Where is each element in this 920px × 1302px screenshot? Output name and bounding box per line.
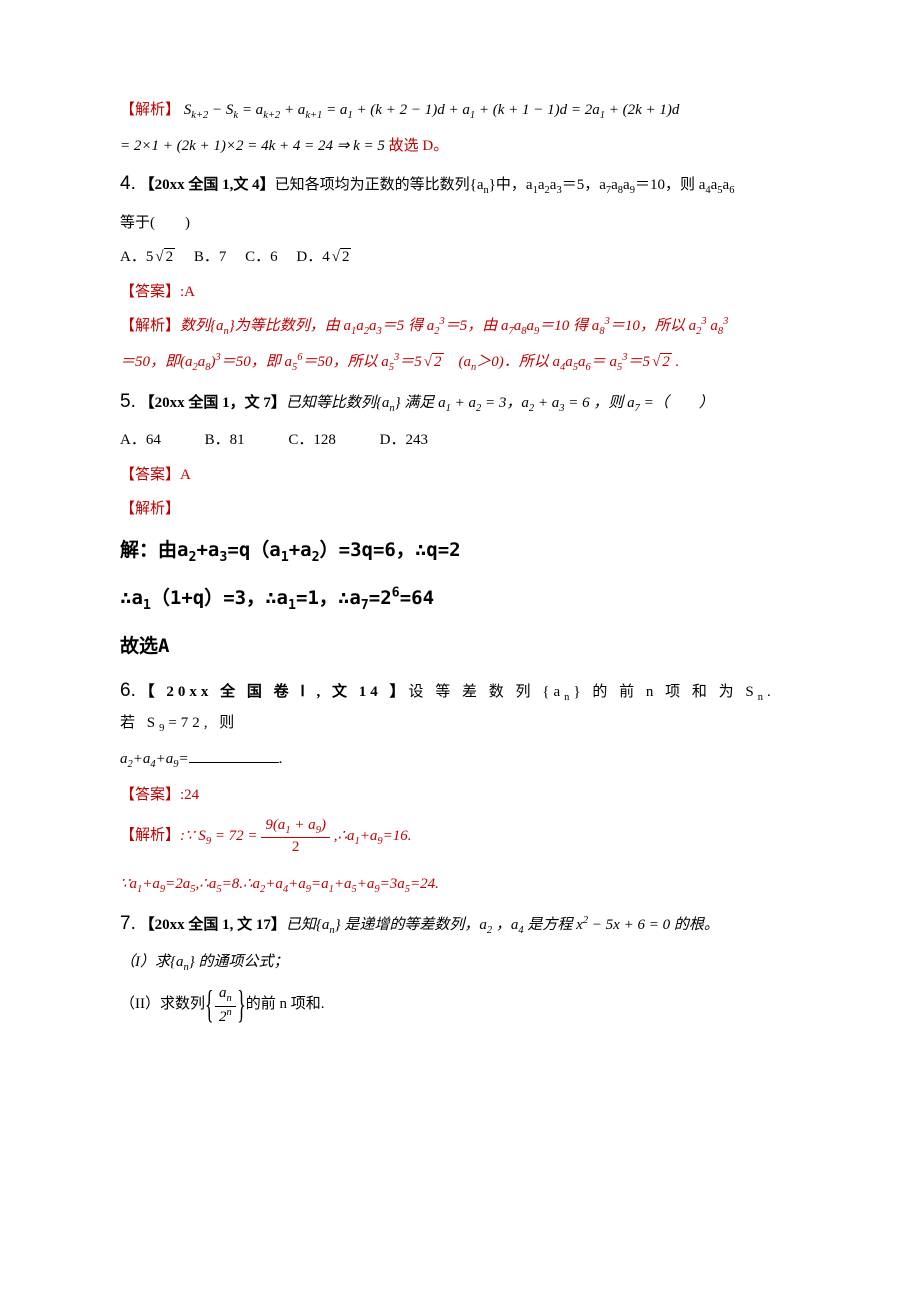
p4-analysis-line2: ＝50，即(a2a8)3＝50，即 a56＝50，所以 a53＝52 (an＞0… (120, 348, 800, 378)
p4-number: 4. (120, 173, 136, 194)
p5-option-b: B．81 (205, 432, 245, 448)
p3-analysis-label: 【解析】 (120, 102, 180, 118)
p3-analysis-line2: = 2×1 + (2k + 1)×2 = 4k + 4 = 24 ⇒ k = 5… (120, 132, 800, 161)
p5-option-a: A．64 (120, 432, 161, 448)
p4-analysis-line1: 【解析】数列{an}为等比数列，由 a1a2a3＝5 得 a23＝5，由 a7a… (120, 312, 800, 342)
p4-answer: 【答案】:A (120, 278, 800, 307)
p4-analysis-label: 【解析】 (120, 318, 180, 334)
p5-stem: 5. 【20xx 全国 1，文 7】已知等比数列{an} 满足 a1 + a2 … (120, 384, 800, 420)
p7-part2-pre: （II）求数列 (120, 997, 205, 1013)
p4-options: A．52 B．7 C．6 D．42 (120, 243, 800, 272)
p4-tag: 【20xx 全国 1,文 4】 (140, 177, 275, 193)
p4-answer-label: 【答案】: (120, 284, 184, 300)
p4-option-b: B．7 (194, 249, 227, 265)
p6-tag: 【 20xx 全 国 卷 Ⅰ , 文 14 】 (140, 684, 409, 700)
p7-tag: 【20xx 全国 1, 文 17】 (140, 917, 286, 933)
p6-analysis-line2: ∵a1+a9=2a5,∴a5=8.∴a2+a4+a9=a1+a5+a9=3a5=… (120, 870, 800, 900)
p4-analysis-text1: 数列{an}为等比数列，由 a1a2a3＝5 得 a23＝5，由 a7a8a9＝… (180, 318, 728, 334)
p7-part1: （I）求{an} 的通项公式； (120, 948, 800, 978)
p3-analysis-math1: Sk+2 − Sk = ak+2 + ak+1 = a1 + (k + 2 − … (184, 102, 680, 118)
p6-stem-line2: a2+a4+a9=. (120, 745, 800, 775)
p6-stem-suf: . (279, 751, 283, 767)
p6-analysis-label: 【解析】 (120, 828, 180, 844)
p5-hand-line1: 解：由a2+a3=q（a1+a2）=3q=6，∴q=2 (120, 530, 800, 572)
p4-option-c: C．6 (245, 249, 278, 265)
fill-blank (189, 747, 279, 763)
p7-part2: （II）求数列an2n的前 n 项和. (120, 984, 800, 1026)
p7-stem: 7. 【20xx 全国 1, 文 17】已知{an} 是递增的等差数列，a2 ，… (120, 906, 800, 942)
p3-analysis-line1: 【解析】 Sk+2 − Sk = ak+2 + ak+1 = a1 + (k +… (120, 96, 800, 126)
p5-options: A．64 B．81 C．128 D．243 (120, 426, 800, 455)
p6-number: 6. (120, 680, 136, 701)
p5-answer-label: 【答案】 (120, 467, 180, 483)
p5-analysis-label: 【解析】 (120, 495, 800, 524)
p5-answer-value: A (180, 467, 191, 483)
p5-number: 5. (120, 391, 136, 412)
p6-stem-line1: 6. 【 20xx 全 国 卷 Ⅰ , 文 14 】设 等 差 数 列 {an}… (120, 673, 800, 739)
p5-option-c: C．128 (288, 432, 336, 448)
p5-hand-line2: ∴a1（1+q）=3，∴a1=1，∴a7=26=64 (120, 578, 800, 620)
p6-answer-label: 【答案】 (120, 787, 180, 803)
p5-hand-line3: 故选A (120, 626, 800, 668)
p6-answer: 【答案】:24 (120, 781, 800, 810)
p5-handwritten-solution: 解：由a2+a3=q（a1+a2）=3q=6，∴q=2 ∴a1（1+q）=3，∴… (120, 530, 800, 668)
p7-number: 7. (120, 913, 136, 934)
p6-stem-pre: a2+a4+a9= (120, 751, 189, 767)
p3-analysis-math2: = 2×1 + (2k + 1)×2 = 4k + 4 = 24 ⇒ k = 5 (120, 138, 385, 154)
p5-option-d: D．243 (380, 432, 428, 448)
p4-stem-text1: 已知各项均为正数的等比数列{an}中，a1a2a3＝5，a7a8a9＝10，则 … (275, 177, 735, 193)
p5-answer: 【答案】A (120, 461, 800, 490)
p4-option-a: A．52 (120, 249, 175, 265)
p4-option-d: D．42 (296, 249, 351, 265)
p6-analysis-line1: 【解析】:∵ S9 = 72 = 9(a1 + a9)2 ,∴a1+a9=16. (120, 816, 800, 857)
p3-analysis-suffix: 故选 D。 (389, 138, 449, 154)
p5-tag: 【20xx 全国 1，文 7】 (140, 395, 286, 411)
p7-part2-suf: 的前 n 项和. (246, 997, 325, 1013)
p4-stem-line2: 等于( ) (120, 209, 800, 238)
p4-answer-value: A (184, 284, 195, 300)
brace-fraction: an2n (205, 984, 246, 1026)
p7-stem-text: 已知{an} 是递增的等差数列，a2 ，a4 是方程 x2 − 5x + 6 =… (286, 917, 719, 933)
p4-stem-line1: 4. 【20xx 全国 1,文 4】已知各项均为正数的等比数列{an}中，a1a… (120, 166, 800, 202)
p5-stem-text: 已知等比数列{an} 满足 a1 + a2 = 3，a2 + a3 = 6 ，则… (286, 395, 714, 411)
p6-answer-value: :24 (180, 787, 199, 803)
